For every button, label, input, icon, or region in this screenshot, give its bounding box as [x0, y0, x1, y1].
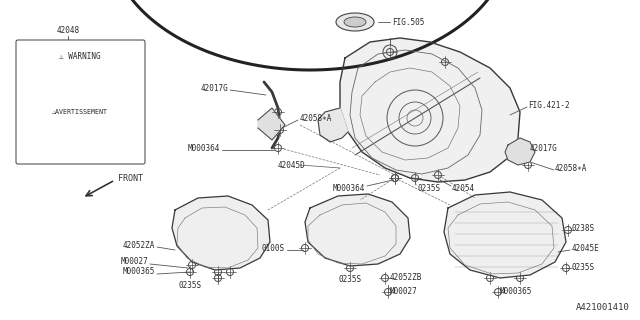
Polygon shape	[318, 108, 348, 142]
Text: 42017G: 42017G	[530, 143, 557, 153]
Text: 42045D: 42045D	[278, 161, 306, 170]
Text: M000364: M000364	[333, 183, 365, 193]
Text: FIG.505: FIG.505	[392, 18, 424, 27]
FancyBboxPatch shape	[16, 40, 145, 164]
Ellipse shape	[336, 13, 374, 31]
Text: A421001410: A421001410	[576, 303, 630, 312]
Text: 42058∗A: 42058∗A	[555, 164, 588, 172]
Polygon shape	[305, 194, 410, 266]
Text: 0235S: 0235S	[179, 282, 202, 291]
Text: 42052ZA: 42052ZA	[123, 241, 155, 250]
Text: 0235S: 0235S	[339, 276, 362, 284]
Text: 42048: 42048	[56, 26, 79, 35]
Text: M000365: M000365	[500, 287, 532, 297]
Text: FIG.421-2: FIG.421-2	[528, 100, 570, 109]
Text: 42052ZB: 42052ZB	[390, 274, 422, 283]
Text: 0238S: 0238S	[572, 223, 595, 233]
Text: ⚠AVERTISSEMENT: ⚠AVERTISSEMENT	[52, 109, 108, 115]
Polygon shape	[172, 196, 270, 270]
Polygon shape	[444, 192, 566, 278]
Text: 42045E: 42045E	[572, 244, 600, 252]
Text: 0235S: 0235S	[572, 263, 595, 273]
Polygon shape	[340, 38, 520, 182]
Text: ⚠ WARNING: ⚠ WARNING	[59, 52, 101, 60]
Ellipse shape	[344, 17, 366, 27]
Text: M000364: M000364	[188, 143, 220, 153]
Polygon shape	[258, 108, 285, 140]
Text: 42017G: 42017G	[200, 84, 228, 92]
Text: 42054: 42054	[452, 183, 475, 193]
Text: M000365: M000365	[123, 268, 155, 276]
Text: FRONT: FRONT	[118, 173, 143, 182]
Text: M00027: M00027	[390, 287, 418, 297]
Text: 0100S: 0100S	[262, 244, 285, 252]
Text: 42058∗A: 42058∗A	[300, 114, 332, 123]
Polygon shape	[505, 138, 535, 165]
Text: 0235S: 0235S	[418, 183, 441, 193]
Text: M00027: M00027	[120, 258, 148, 267]
